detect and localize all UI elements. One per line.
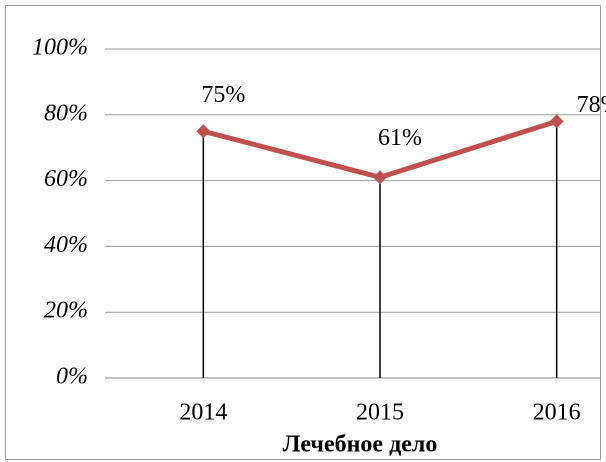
- y-tick-label: 60%: [44, 166, 88, 192]
- marker: [373, 170, 387, 185]
- y-tick-label: 80%: [44, 100, 88, 126]
- x-tick-label: 2015: [356, 400, 404, 426]
- data-label: 78%: [577, 92, 606, 118]
- chart-frame: [5, 5, 601, 460]
- data-label: 75%: [201, 82, 245, 108]
- marker: [549, 114, 564, 129]
- chart-title: Лечебное дело: [283, 432, 438, 458]
- y-tick-label: 100%: [32, 35, 88, 61]
- data-label: 61%: [378, 125, 422, 151]
- x-tick-label: 2016: [533, 400, 581, 426]
- y-tick-label: 20%: [44, 298, 88, 324]
- x-tick-label: 2014: [179, 400, 227, 426]
- y-tick-label: 40%: [44, 232, 88, 258]
- marker: [196, 124, 211, 139]
- y-tick-label: 0%: [56, 364, 88, 390]
